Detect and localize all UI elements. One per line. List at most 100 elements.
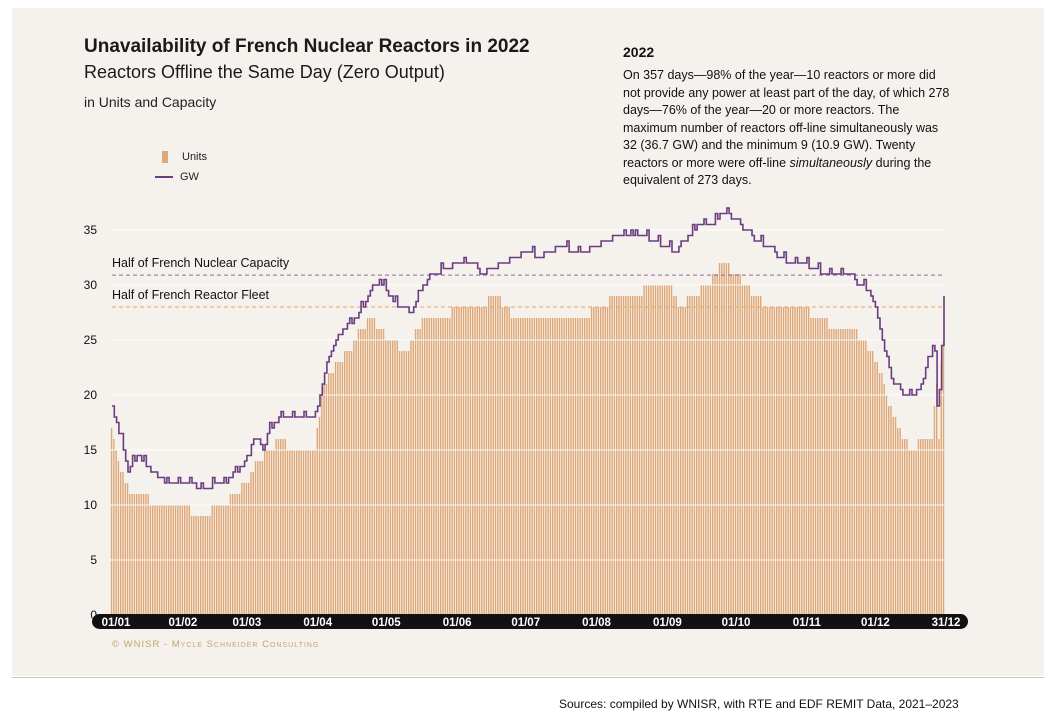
bar-day-362: [936, 384, 938, 615]
bar-day-39: [197, 516, 200, 615]
bar-day-172: [501, 307, 504, 615]
bar-day-141: [430, 318, 433, 615]
bar-day-248: [675, 296, 677, 615]
bar-day-288: [766, 307, 769, 615]
bar-day-190: [542, 318, 545, 615]
bar-day-309: [814, 318, 817, 615]
bar-day-254: [689, 296, 691, 615]
bar-day-44: [209, 516, 211, 615]
bar-day-276: [739, 274, 741, 615]
bar-day-205: [577, 318, 579, 615]
bar-day-58: [241, 483, 243, 615]
bar-day-360: [931, 439, 933, 615]
bar-day-150: [451, 307, 453, 615]
bar-day-196: [556, 318, 558, 615]
bar-day-17: [147, 494, 149, 615]
bar-day-183: [526, 318, 529, 615]
bar-day-132: [410, 340, 412, 615]
bar-day-59: [243, 483, 245, 615]
bar-day-274: [734, 274, 737, 615]
bar-day-74: [277, 439, 280, 615]
bar-day-313: [824, 318, 826, 615]
bar-day-155: [462, 307, 465, 615]
bar-day-320: [840, 329, 842, 615]
bar-day-189: [540, 318, 542, 615]
bar-day-106: [350, 351, 353, 615]
bar-day-273: [732, 274, 734, 615]
x-tick-10: 01/11: [793, 617, 822, 629]
bar-day-57: [238, 494, 241, 615]
bar-day-181: [522, 318, 524, 615]
bar-day-301: [796, 307, 798, 615]
bar-day-43: [206, 516, 209, 615]
bar-day-146: [442, 318, 444, 615]
bar-day-63: [252, 472, 254, 615]
bar-day-302: [798, 307, 801, 615]
bar-day-68: [264, 450, 266, 615]
bar-day-80: [291, 450, 293, 615]
bar-day-117: [376, 329, 378, 615]
bar-day-229: [632, 296, 634, 615]
bar-day-333: [869, 351, 872, 615]
bar-day-341: [888, 406, 890, 615]
bar-day-310: [817, 318, 819, 615]
bar-day-38: [195, 516, 197, 615]
x-axis-band: [92, 614, 968, 629]
bar-day-275: [737, 274, 739, 615]
bar-day-331: [865, 340, 867, 615]
bar-day-102: [341, 362, 344, 615]
bar-day-345: [897, 428, 899, 615]
bar-day-350: [908, 450, 910, 615]
bar-day-337: [878, 373, 881, 615]
bar-day-87: [307, 450, 309, 615]
bar-day-158: [469, 307, 472, 615]
bar-day-137: [421, 318, 424, 615]
bar-day-60: [245, 483, 248, 615]
bar-day-154: [460, 307, 462, 615]
bar-day-266: [716, 274, 718, 615]
bar-day-287: [764, 307, 766, 615]
bar-day-220: [611, 296, 613, 615]
bar-day-344: [894, 417, 897, 615]
bar-day-232: [638, 296, 641, 615]
bar-day-338: [881, 373, 883, 615]
sources-note: Sources: compiled by WNISR, with RTE and…: [559, 697, 959, 711]
bar-day-214: [597, 307, 600, 615]
bar-day-291: [773, 307, 776, 615]
bar-day-71: [270, 450, 273, 615]
bar-day-94: [323, 384, 325, 615]
bar-day-188: [538, 318, 540, 615]
bar-day-153: [458, 307, 460, 615]
bar-day-332: [867, 351, 869, 615]
bar-day-296: [785, 307, 787, 615]
bar-day-165: [485, 307, 488, 615]
bar-day-225: [622, 296, 625, 615]
bar-day-200: [565, 318, 568, 615]
bar-day-88: [309, 450, 312, 615]
note-text-1: On 357 days—98% of the year—10 reactors …: [623, 68, 950, 170]
bar-day-180: [520, 318, 522, 615]
bar-day-228: [629, 296, 632, 615]
bar-day-298: [789, 307, 792, 615]
bar-day-270: [725, 263, 728, 615]
bar-day-96: [328, 373, 330, 615]
y-tick-20: 20: [84, 388, 98, 402]
x-tick-1: 01/02: [168, 617, 197, 629]
bar-day-227: [627, 296, 629, 615]
bar-day-216: [602, 307, 604, 615]
bar-day-82: [296, 450, 298, 615]
bar-day-330: [862, 340, 865, 615]
bar-day-358: [926, 439, 929, 615]
bar-day-41: [202, 516, 204, 615]
bar-day-140: [428, 318, 430, 615]
bar-day-222: [616, 296, 618, 615]
bar-day-128: [401, 351, 403, 615]
bar-day-317: [833, 329, 835, 615]
chart-title: Unavailability of French Nuclear Reactor…: [84, 36, 530, 57]
bar-day-176: [510, 318, 513, 615]
bar-day-224: [620, 296, 622, 615]
bar-day-319: [837, 329, 840, 615]
bar-day-197: [558, 318, 561, 615]
bar-day-98: [332, 373, 334, 615]
x-tick-11: 01/12: [861, 617, 890, 629]
